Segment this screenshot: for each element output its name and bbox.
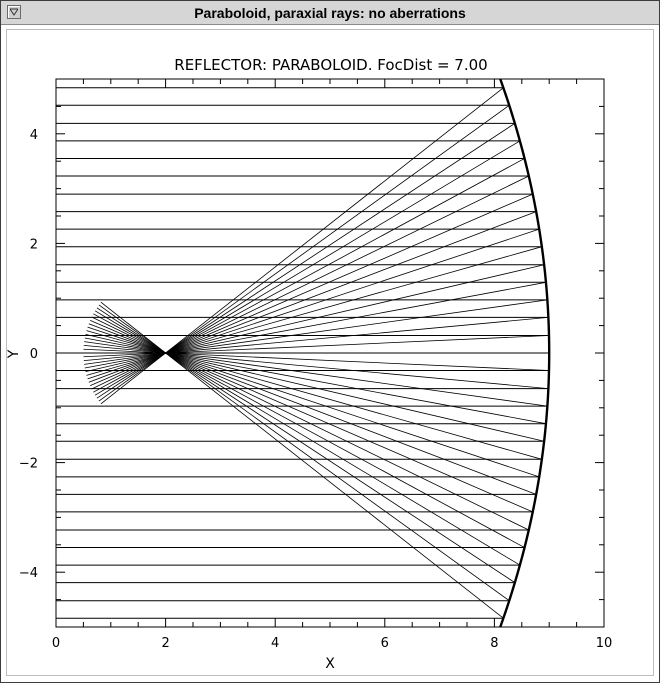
reflected-ray: [84, 281, 547, 369]
x-tick-label: 8: [490, 636, 498, 651]
reflected-ray: [84, 299, 548, 365]
x-tick-label: 0: [52, 636, 60, 651]
plot-area: REFLECTOR: PARABOLOID. FocDist = 7.00 X …: [1, 25, 659, 680]
reflected-ray: [100, 87, 504, 405]
window-title: Paraboloid, paraxial rays: no aberration…: [194, 5, 466, 21]
y-axis-label: Y: [6, 349, 22, 359]
paraboloid-ray-plot: REFLECTOR: PARABOLOID. FocDist = 7.00 X …: [6, 56, 613, 672]
title-bar: Paraboloid, paraxial rays: no aberration…: [1, 1, 659, 25]
reflected-ray: [85, 333, 545, 442]
window-menu-button[interactable]: [7, 5, 21, 19]
y-tick-label: 2: [30, 237, 38, 252]
x-tick-label: 4: [271, 636, 279, 651]
reflected-ray: [90, 193, 533, 387]
mirror-layer: [499, 78, 551, 628]
window-menu-icon: [10, 8, 18, 16]
reflected-ray: [90, 319, 533, 513]
x-tick-label: 2: [161, 636, 169, 651]
paraboloid-mirror: [499, 78, 551, 628]
reflected-ray: [85, 264, 545, 373]
y-tick-label: −2: [19, 457, 38, 472]
x-axis-label: X: [325, 656, 335, 672]
y-tick-label: 4: [30, 128, 38, 143]
y-tick-label: 0: [30, 347, 38, 362]
x-tick-label: 10: [596, 636, 613, 651]
y-tick-label: −4: [19, 566, 38, 581]
reflected-ray: [84, 337, 547, 425]
x-tick-label: 6: [381, 636, 389, 651]
reflected-ray: [84, 341, 548, 407]
axes-layer: 0 2 4 6 8 10 −4 −2 0 2 4: [19, 78, 613, 651]
reflected-ray: [86, 246, 542, 376]
chart-title: REFLECTOR: PARABOLOID. FocDist = 7.00: [174, 56, 487, 74]
rays-layer: [56, 87, 550, 619]
reflected-ray: [86, 330, 542, 460]
reflected-ray: [87, 228, 540, 380]
reflected-ray: [87, 326, 540, 478]
